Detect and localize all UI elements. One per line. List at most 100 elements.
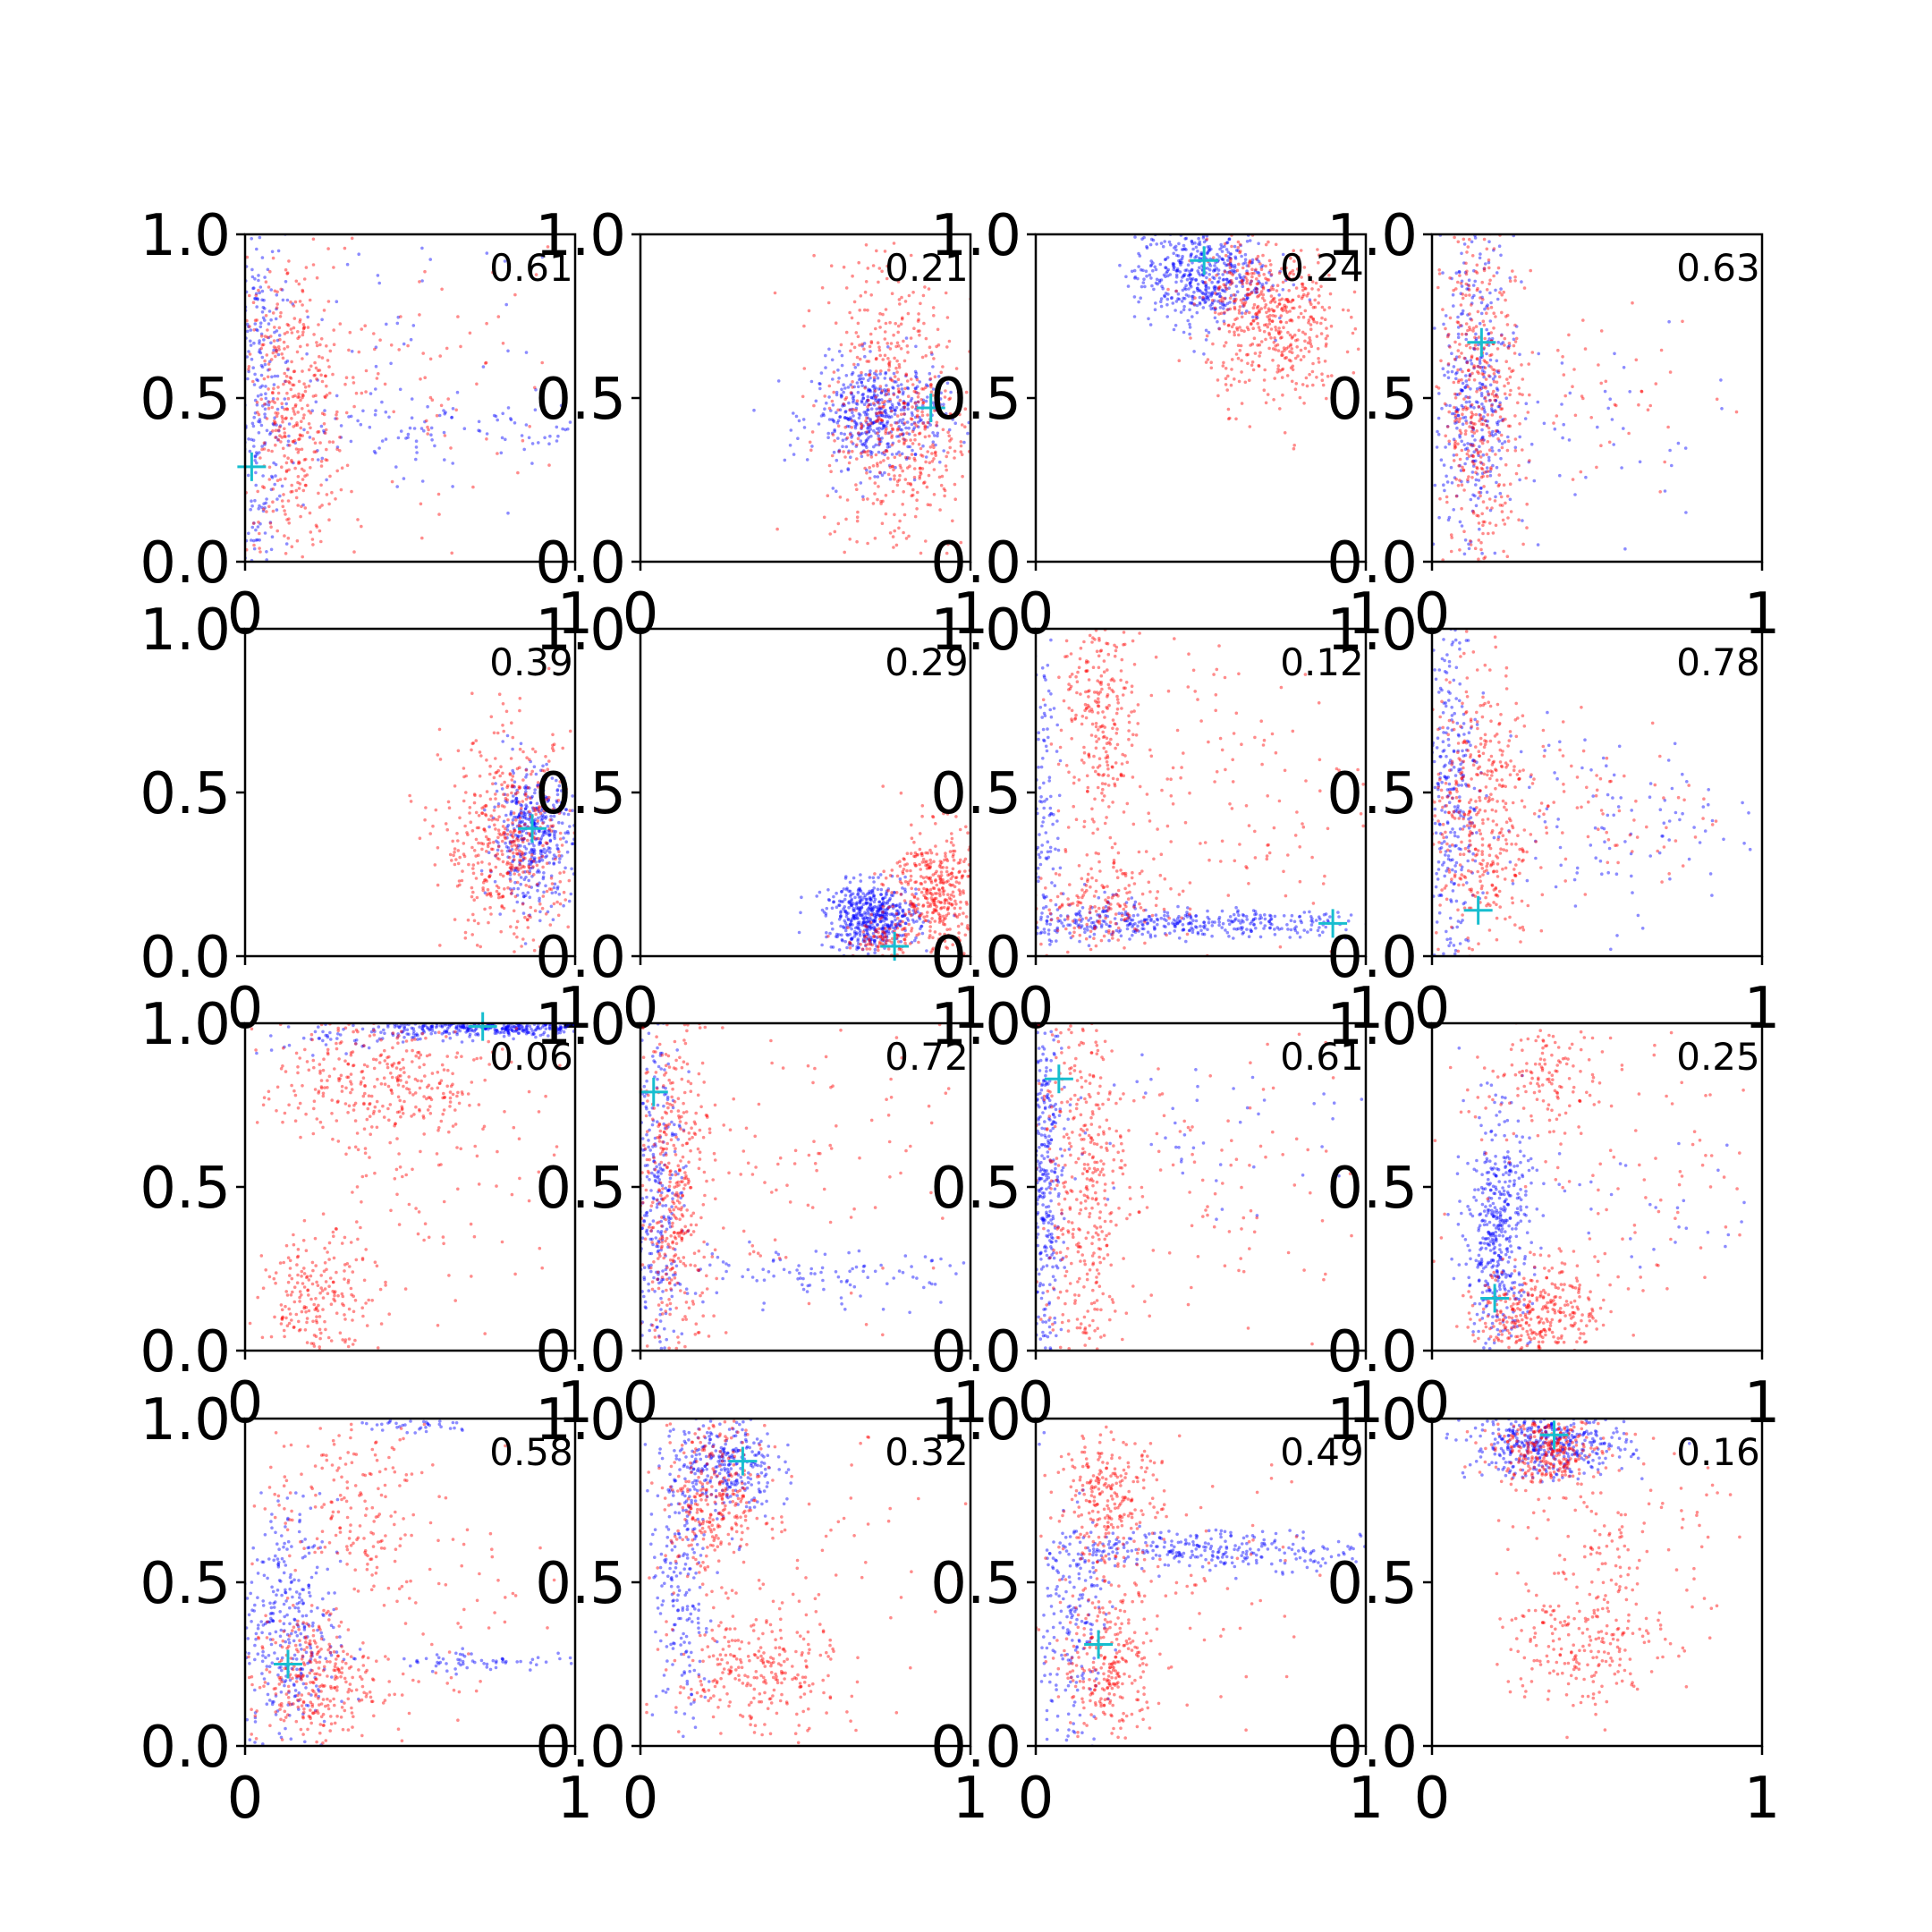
data-point [866,541,869,546]
data-point [951,418,954,421]
data-point [909,482,912,486]
data-point [519,807,523,810]
data-point [1245,287,1250,292]
data-point [880,938,885,942]
data-point [928,503,932,507]
data-point [529,801,533,805]
data-point [1467,547,1471,551]
data-point [1281,367,1285,371]
data-point [844,330,849,335]
data-point [540,360,544,365]
data-point [859,294,863,298]
data-point [516,470,520,475]
data-point [284,552,288,555]
data-point [1133,235,1137,239]
data-point [286,324,291,327]
data-point [542,890,546,894]
data-point [1196,289,1199,292]
data-point [1205,251,1209,256]
data-point [1186,263,1191,267]
data-point [883,330,887,334]
data-point [854,402,859,405]
data-point [802,426,807,429]
data-point [277,326,282,330]
data-point [549,887,554,891]
data-point [570,842,574,846]
data-point [843,416,847,420]
data-point [293,394,297,398]
data-point [1485,305,1488,309]
data-point [1456,240,1461,244]
data-point [1480,428,1484,432]
data-point [546,767,550,771]
data-point [943,494,946,498]
data-point [272,386,275,391]
data-point [1165,302,1169,307]
data-point [926,384,929,388]
data-point [1267,322,1272,326]
data-point [1509,388,1513,393]
data-point [930,352,934,356]
data-point [875,411,878,416]
data-point [508,877,513,881]
data-point [904,426,908,430]
data-point [551,743,555,748]
data-point [530,796,533,800]
data-point [1504,501,1507,505]
data-point [275,329,279,333]
data-point [521,816,524,819]
data-point [1227,286,1231,291]
data-point [847,889,851,894]
data-point [1471,426,1476,430]
data-point [852,385,856,389]
data-point [852,419,856,423]
series-red [1432,234,1739,562]
data-point [258,531,261,536]
data-point [1489,301,1493,305]
data-point [531,865,535,869]
data-point [1640,390,1644,394]
data-point [878,470,883,475]
data-point [1507,342,1512,345]
data-point [1204,283,1208,286]
data-point [264,280,268,284]
data-point [1245,278,1250,283]
data-point [1205,237,1209,242]
data-point [1490,449,1495,453]
data-point [1470,296,1475,300]
data-point [1254,257,1258,261]
data-point [292,317,297,320]
data-point [905,386,910,390]
data-point [420,479,425,483]
data-point [1487,343,1491,347]
data-point [1483,395,1487,400]
data-point [521,778,525,782]
data-point [1289,270,1292,275]
data-point [948,396,953,401]
data-point [880,473,885,478]
data-point [253,322,258,326]
data-point [844,286,849,290]
data-point [1216,378,1220,382]
data-point [1487,332,1491,335]
data-point [1228,296,1233,301]
data-point [866,427,869,430]
data-point [946,430,950,435]
data-point [890,434,894,437]
data-point [912,467,917,470]
data-point [1324,344,1328,348]
data-point [1536,543,1540,547]
data-point [1154,301,1157,305]
data-point [1444,434,1447,438]
data-point [513,872,516,876]
data-point [1450,352,1453,356]
data-point [1504,315,1508,318]
data-point [534,387,538,392]
data-point [1488,319,1493,323]
data-point [1478,321,1482,326]
data-point [1291,298,1294,302]
data-point [1140,267,1143,272]
data-point [477,814,481,818]
data-point [560,854,564,858]
data-point [547,834,551,837]
